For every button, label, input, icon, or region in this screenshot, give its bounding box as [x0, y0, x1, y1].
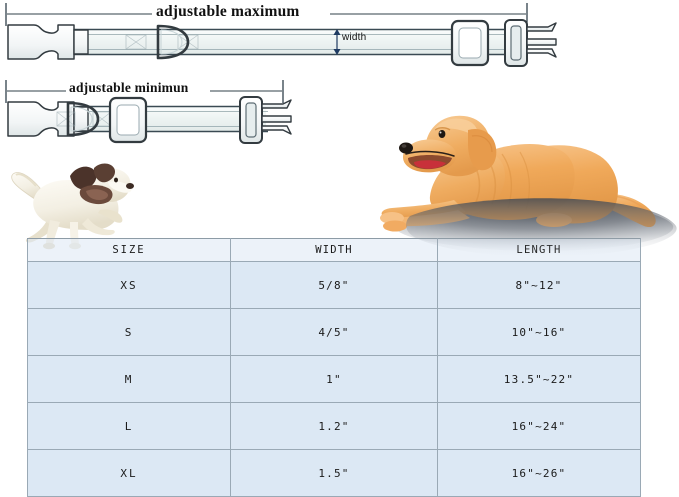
cell-size: L [27, 402, 231, 450]
cell-width: 1.5" [230, 449, 438, 497]
cell-width: 1.2" [230, 402, 438, 450]
retriever-ear [468, 128, 497, 171]
collar-diagrams: adjustable maximum adjustable minimun wi… [0, 0, 679, 160]
table-row: M 1" 13.5"~22" [27, 355, 641, 403]
table-row: S 4/5" 10"~16" [27, 308, 641, 356]
cell-length: 8"~12" [437, 261, 641, 309]
retriever-nose [399, 142, 413, 154]
collar-diagram-svg [5, 3, 557, 144]
dimension-line-minimum [5, 80, 284, 103]
retriever-front-paw-b [383, 220, 407, 232]
column-header-size: SIZE [27, 238, 231, 262]
terrier-front-leg [82, 218, 115, 236]
retriever-tongue [414, 160, 446, 169]
retriever-brow [434, 127, 451, 131]
collar-strap-maximum [70, 28, 512, 56]
cell-length: 10"~16" [437, 308, 641, 356]
column-header-width: WIDTH [230, 238, 438, 262]
terrier-ear-right [93, 163, 116, 183]
buckle-female-end-min [7, 101, 89, 137]
cell-length: 16"~26" [437, 449, 641, 497]
cell-width: 4/5" [230, 308, 438, 356]
buckle-female-end-max [7, 24, 89, 60]
buckle-male-end-min [239, 96, 292, 144]
terrier-eye [114, 177, 118, 183]
slider-buckle-max [450, 19, 490, 67]
cell-size: XS [27, 261, 231, 309]
size-chart-table: SIZE WIDTH LENGTH XS 5/8" 8"~12" S 4/5" … [27, 238, 641, 497]
width-label: width [342, 32, 367, 43]
terrier-muzzle [108, 181, 132, 193]
cell-size: M [27, 355, 231, 403]
cell-width: 5/8" [230, 261, 438, 309]
terrier-front-paw [98, 209, 123, 223]
adjustable-minimum-label: adjustable minimun [69, 80, 189, 95]
running-terrier-illustration [11, 163, 134, 250]
retriever-rear-paw [536, 213, 572, 227]
cell-length: 16"~24" [437, 402, 641, 450]
dog-illustrations [11, 115, 674, 252]
cell-length: 13.5"~22" [437, 355, 641, 403]
retriever-eye [438, 130, 446, 138]
slider-buckle-min [108, 96, 148, 144]
terrier-ear-left [70, 166, 97, 190]
table-row: L 1.2" 16"~24" [27, 402, 641, 450]
cell-width: 1" [230, 355, 438, 403]
adjustable-maximum-label: adjustable maximum [156, 3, 300, 20]
table-header-row: SIZE WIDTH LENGTH [27, 238, 641, 262]
terrier-nose [126, 183, 134, 189]
d-ring-max [156, 24, 190, 60]
width-dimension-arrow [333, 29, 341, 55]
cell-size: S [27, 308, 231, 356]
d-ring-min [66, 101, 100, 137]
table-row: XS 5/8" 8"~12" [27, 261, 641, 309]
column-header-length: LENGTH [437, 238, 641, 262]
retriever-lip-line [405, 150, 455, 157]
cell-size: XL [27, 449, 231, 497]
table-row: XL 1.5" 16"~26" [27, 449, 641, 497]
buckle-male-end-max [504, 19, 557, 67]
collar-strap-minimum [70, 105, 268, 133]
terrier-rear-leg-back [25, 218, 56, 243]
